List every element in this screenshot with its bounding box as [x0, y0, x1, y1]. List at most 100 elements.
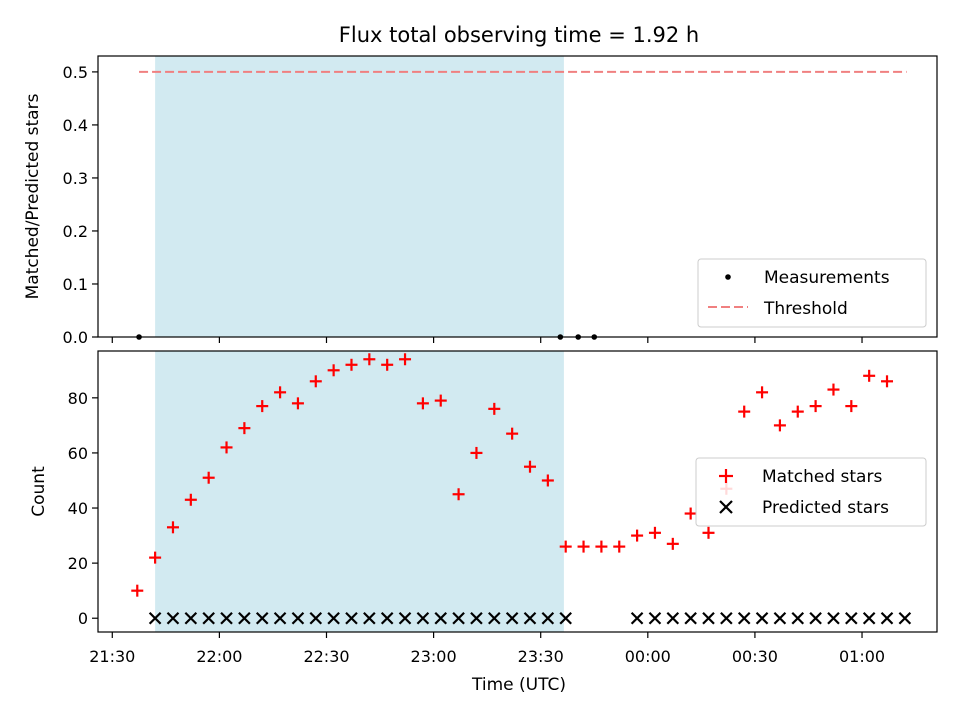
matched-star-point [381, 358, 394, 371]
predicted-star-point [791, 611, 805, 625]
legend-measurements-marker [725, 274, 731, 280]
matched-star-point [791, 405, 804, 418]
matched-star-point [541, 474, 554, 487]
count-panel: 0 20 40 60 80 21:30 22:00 22:30 23:00 23:30 00:00… [29, 350, 938, 695]
predicted-star-point [809, 611, 822, 625]
ratio-y-ticks: 0.0 0.1 0.2 0.3 0.4 0.5 [63, 63, 98, 347]
predicted-star-point [559, 611, 572, 625]
predicted-star-point [720, 611, 733, 625]
observing-window-shade [155, 351, 564, 632]
ratio-y-tick-label: 0.5 [63, 63, 88, 82]
matched-star-point [399, 353, 412, 366]
matched-star-point [184, 493, 197, 506]
ratio-y-tick-label: 0.1 [63, 275, 88, 294]
count-y-ticks: 0 20 40 60 80 [68, 389, 98, 628]
matched-star-point [470, 446, 483, 459]
matched-star-point [452, 488, 465, 501]
ratio-y-tick-label: 0.3 [63, 169, 88, 188]
matched-star-point [666, 537, 679, 550]
count-panel-frame [97, 350, 938, 633]
predicted-star-point [309, 611, 323, 625]
predicted-star-point [898, 611, 912, 625]
predicted-star-point [630, 611, 644, 625]
predicted-star-point [166, 611, 180, 625]
legend-predicted-label: Predicted stars [762, 498, 889, 518]
x-tick-label: 22:00 [196, 647, 242, 666]
matched-star-point [256, 400, 269, 413]
matched-star-point [613, 540, 626, 553]
legend-matched-label: Matched stars [762, 467, 882, 487]
count-y-tick-label: 40 [68, 499, 88, 518]
predicted-star-point [827, 611, 840, 625]
matched-star-point [738, 405, 751, 418]
matched-star-point [595, 540, 608, 553]
predicted-star-point [737, 611, 751, 625]
matched-star-point [309, 375, 322, 388]
x-tick-label: 21:30 [89, 647, 135, 666]
ratio-legend: Measurements Threshold [697, 258, 927, 328]
matched-star-point [488, 402, 501, 415]
predicted-star-point [434, 611, 448, 625]
matched-star-point [506, 427, 519, 440]
predicted-star-point [470, 611, 483, 625]
ratio-x-ticks [111, 337, 863, 343]
matched-star-point [756, 386, 769, 399]
matched-star-point [523, 460, 536, 473]
predicted-star-point [202, 611, 215, 625]
x-tick-label: 23:00 [411, 647, 457, 666]
matched-star-point [827, 383, 840, 396]
ratio-y-tick-label: 0.0 [63, 328, 88, 347]
legend-predicted-marker [719, 500, 733, 514]
matched-star-point [863, 369, 876, 382]
predicted-star-point [845, 611, 858, 625]
predicted-star-point [363, 611, 376, 625]
count-y-axis-label: Count [29, 466, 49, 517]
count-y-tick-label: 60 [68, 444, 88, 463]
legend-measurements-label: Measurements [764, 268, 890, 288]
ratio-panel: 0.0 0.1 0.2 0.3 0.4 0.5 Matched/Predicted sta… [23, 55, 938, 347]
predicted-star-point [238, 611, 251, 625]
matched-star-point [291, 397, 304, 410]
predicted-star-point [327, 611, 340, 625]
matched-star-point [220, 441, 233, 454]
matched-star-point [845, 400, 858, 413]
matched-star-point [363, 353, 376, 366]
ratio-y-tick-label: 0.2 [63, 222, 88, 241]
predicted-star-point [505, 611, 519, 625]
x-tick-label: 00:30 [732, 647, 778, 666]
matched-star-point [274, 386, 287, 399]
legend-matched-marker [719, 469, 733, 483]
ratio-legend-box [697, 258, 927, 328]
matched-star-point [202, 471, 215, 484]
predicted-star-point [666, 611, 680, 625]
ratio-panel-frame [97, 55, 938, 338]
predicted-star-point [862, 611, 876, 625]
matched-star-point [881, 375, 894, 388]
matched-star-point [149, 551, 162, 564]
x-axis-label: Time (UTC) [471, 675, 566, 695]
predicted-stars-points [148, 611, 912, 625]
count-legend-box [695, 457, 927, 527]
x-tick-label: 00:00 [625, 647, 671, 666]
matched-star-point [577, 540, 590, 553]
predicted-star-point [880, 611, 894, 625]
ratio-y-tick-label: 0.4 [63, 116, 88, 135]
predicted-star-point [755, 611, 769, 625]
predicted-star-point [523, 611, 537, 625]
legend-threshold-label: Threshold [763, 299, 848, 319]
count-x-ticks: 21:30 22:00 22:30 23:00 23:30 00:00 00:30 01:00 [89, 632, 885, 666]
predicted-star-point [345, 611, 358, 625]
predicted-star-point [452, 611, 465, 625]
predicted-star-point [684, 611, 697, 625]
matched-star-point [702, 526, 715, 539]
predicted-star-point [702, 611, 715, 625]
matched-star-point [345, 358, 358, 371]
matched-stars-points [131, 353, 894, 597]
observing-window-shade [155, 56, 564, 337]
predicted-star-point [148, 611, 162, 625]
matched-star-point [559, 540, 572, 553]
matched-star-point [416, 397, 429, 410]
count-y-tick-label: 0 [78, 609, 88, 628]
matched-star-point [327, 364, 340, 377]
predicted-star-point [184, 611, 198, 625]
